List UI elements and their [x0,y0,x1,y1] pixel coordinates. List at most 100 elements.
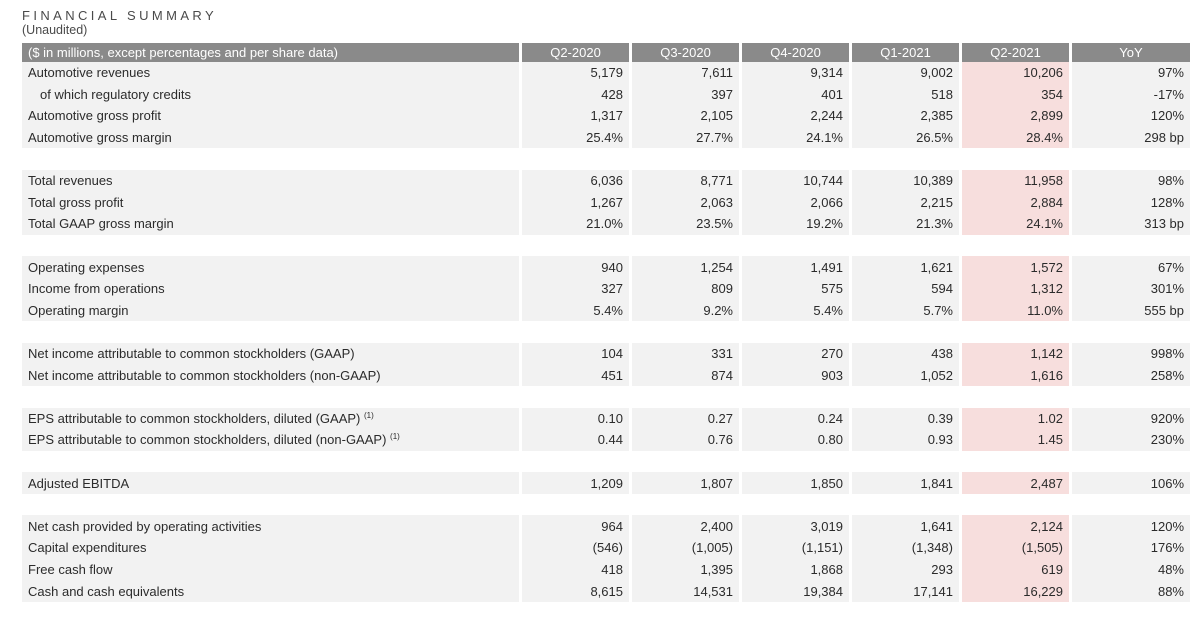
cell-yoy: 120% [1069,515,1190,538]
column-header: Q4-2020 [739,43,849,62]
cell: 1,254 [629,256,739,278]
row-label: Income from operations [22,277,519,300]
table-row: Operating expenses 940 1,254 1,491 1,621… [22,256,1190,278]
cell: 23.5% [629,213,739,235]
table-row: EPS attributable to common stockholders,… [22,429,1190,451]
cell: 0.27 [629,407,739,430]
cell: 0.39 [849,407,959,430]
cell: 809 [629,277,739,300]
row-label: Free cash flow [22,558,519,581]
table-row: Net income attributable to common stockh… [22,342,1190,365]
cell-highlighted: 1,312 [959,277,1069,300]
column-header: Q3-2020 [629,43,739,62]
cell: 5,179 [519,62,629,84]
cell: 1,052 [849,364,959,386]
spacer-row [22,234,1190,257]
table-row: Automotive gross margin 25.4% 27.7% 24.1… [22,126,1190,149]
table-row: Free cash flow 418 1,395 1,868 293 619 4… [22,558,1190,581]
column-header: YoY [1069,43,1190,62]
cell: 2,066 [739,191,849,214]
cell: 9,314 [739,62,849,84]
cell-yoy: 67% [1069,256,1190,278]
cell: 397 [629,83,739,106]
table-row: Total gross profit 1,267 2,063 2,066 2,2… [22,191,1190,214]
cell-yoy: 88% [1069,580,1190,602]
row-label-text: EPS attributable to common stockholders,… [28,432,387,448]
cell: (1,005) [629,537,739,559]
cell: 1,841 [849,472,959,494]
row-label: of which regulatory credits [22,83,519,106]
cell-yoy: 97% [1069,62,1190,84]
table-header-row: ($ in millions, except percentages and p… [22,43,1190,62]
cell: 21.3% [849,213,959,235]
cell: (1,151) [739,537,849,559]
table-row: Total GAAP gross margin 21.0% 23.5% 19.2… [22,213,1190,235]
cell: 0.44 [519,429,629,451]
table-row: Adjusted EBITDA 1,209 1,807 1,850 1,841 … [22,472,1190,494]
cell-yoy: 230% [1069,429,1190,451]
row-label: Net income attributable to common stockh… [22,342,519,365]
cell: 21.0% [519,213,629,235]
cell: 518 [849,83,959,106]
cell: 104 [519,342,629,365]
cell-yoy: 313 bp [1069,213,1190,235]
cell: 1,807 [629,472,739,494]
cell: 2,215 [849,191,959,214]
cell: 293 [849,558,959,581]
cell-highlighted: 1.45 [959,429,1069,451]
cell-yoy: 555 bp [1069,299,1190,322]
cell: 1,267 [519,191,629,214]
cell: 874 [629,364,739,386]
cell-yoy: 920% [1069,407,1190,430]
cell: 0.80 [739,429,849,451]
cell-yoy: 48% [1069,558,1190,581]
column-header: Q2-2021 [959,43,1069,62]
cell: 1,491 [739,256,849,278]
row-label-text: EPS attributable to common stockholders,… [28,410,361,426]
cell-highlighted: 1,572 [959,256,1069,278]
table-row: Net cash provided by operating activitie… [22,515,1190,538]
cell: 19.2% [739,213,849,235]
cell-highlighted: 1,616 [959,364,1069,386]
cell: 8,771 [629,169,739,192]
cell: 3,019 [739,515,849,538]
cell: 1,621 [849,256,959,278]
cell: 0.10 [519,407,629,430]
cell: 9.2% [629,299,739,322]
cell-yoy: 128% [1069,191,1190,214]
row-label: EPS attributable to common stockholders,… [22,429,519,451]
cell-highlighted: 2,124 [959,515,1069,538]
cell-highlighted: 16,229 [959,580,1069,602]
cell: 8,615 [519,580,629,602]
cell-yoy: 998% [1069,342,1190,365]
cell: 903 [739,364,849,386]
cell: 940 [519,256,629,278]
cell-highlighted: 1.02 [959,407,1069,430]
cell: 1,868 [739,558,849,581]
cell: 0.24 [739,407,849,430]
cell: 14,531 [629,580,739,602]
spacer-row [22,493,1190,516]
row-label: Operating expenses [22,256,519,278]
spacer-row [22,321,1190,343]
cell: 5.4% [519,299,629,322]
cell-yoy: -17% [1069,83,1190,106]
spacer-row [22,450,1190,473]
cell: 331 [629,342,739,365]
cell: 418 [519,558,629,581]
cell-yoy: 258% [1069,364,1190,386]
row-label: Net income attributable to common stockh… [22,364,519,386]
cell: 1,850 [739,472,849,494]
row-label: Total GAAP gross margin [22,213,519,235]
cell-highlighted: 24.1% [959,213,1069,235]
cell: 6,036 [519,169,629,192]
cell-highlighted: 354 [959,83,1069,106]
cell: 2,400 [629,515,739,538]
row-label: Total gross profit [22,191,519,214]
cell: 9,002 [849,62,959,84]
cell: 327 [519,277,629,300]
cell-highlighted: 11,958 [959,169,1069,192]
cell: (1,348) [849,537,959,559]
cell-highlighted: (1,505) [959,537,1069,559]
cell: 401 [739,83,849,106]
